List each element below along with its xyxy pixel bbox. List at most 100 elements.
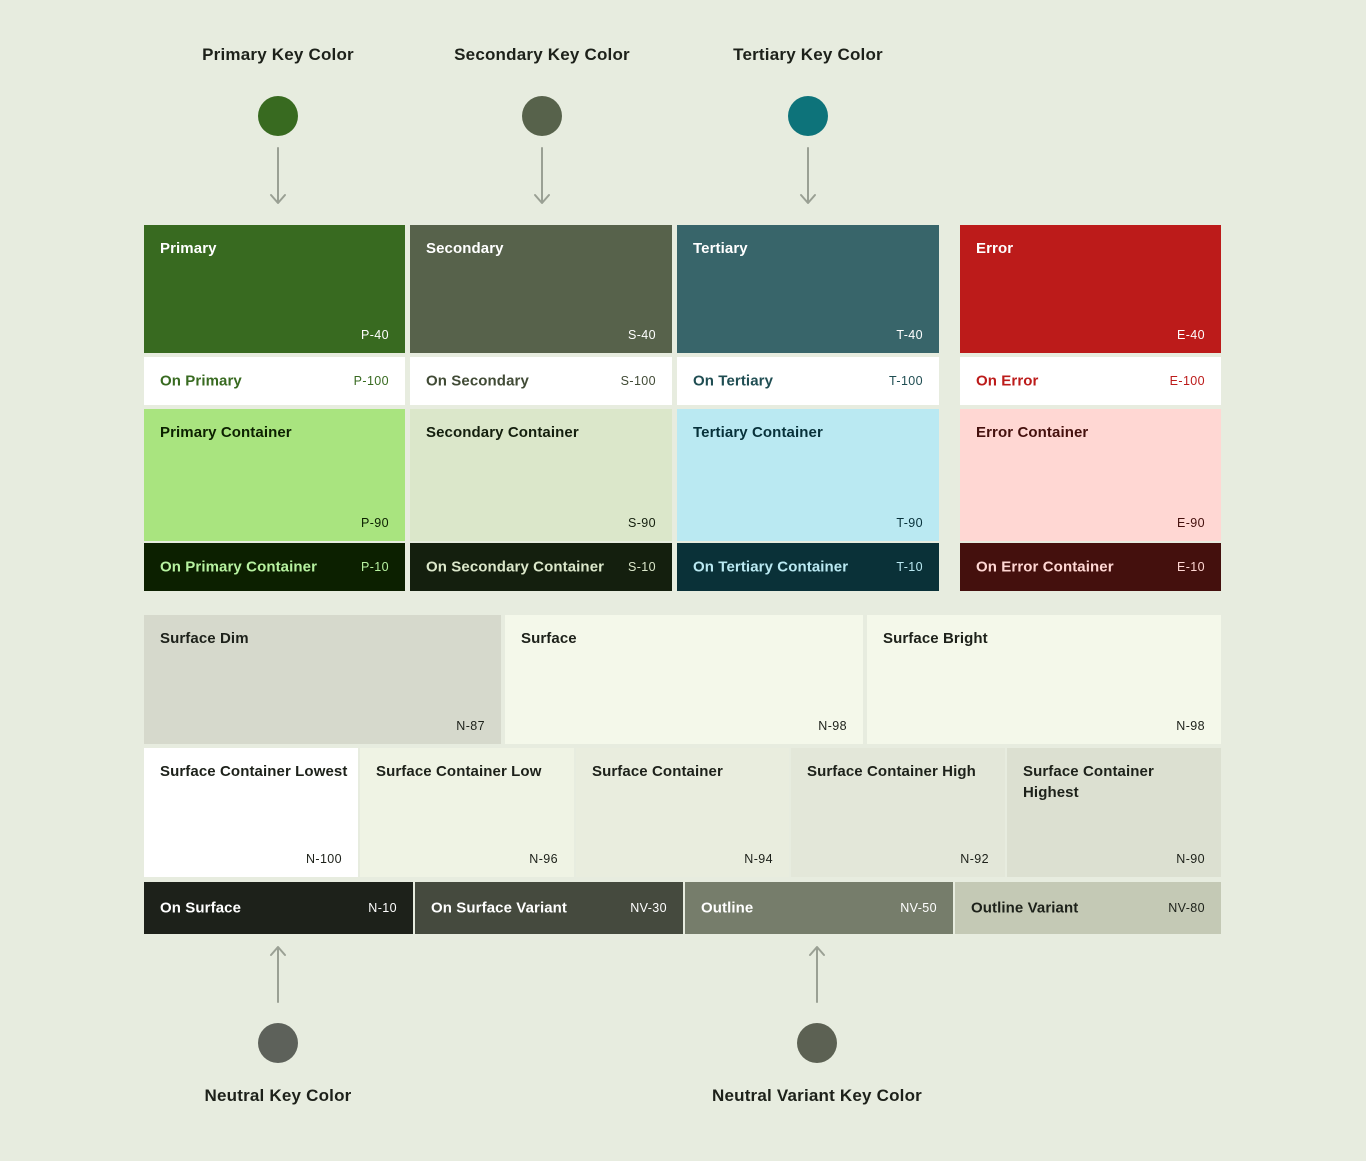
error-swatch: Error E-40 xyxy=(960,225,1221,353)
tone-label: E-90 xyxy=(1176,516,1205,530)
on-primary-container-swatch: On Primary Container P-10 xyxy=(144,543,405,591)
swatch-label: Surface Container Highest xyxy=(1023,763,1154,801)
swatch-label: On Tertiary xyxy=(693,372,774,390)
surface-container-swatch: Surface Container N-94 xyxy=(576,748,789,877)
primary-column: Primary P-40 On Primary P-100 Primary Co… xyxy=(144,225,405,591)
secondary-key-color-group: Secondary Key Color xyxy=(412,45,672,208)
palette-grid: Primary P-40 On Primary P-100 Primary Co… xyxy=(144,225,1221,591)
swatch-label: Primary xyxy=(160,240,217,257)
tone-label: S-100 xyxy=(620,374,656,388)
tertiary-key-color-swatch xyxy=(788,96,828,136)
on-tertiary-swatch: On Tertiary T-100 xyxy=(677,357,939,405)
on-surface-swatch: On Surface N-10 xyxy=(144,882,413,934)
swatch-label: Tertiary Container xyxy=(693,424,823,441)
swatch-label: Outline xyxy=(701,899,754,917)
swatch-label: On Secondary xyxy=(426,372,529,390)
tone-label: N-94 xyxy=(744,852,773,866)
tone-label: NV-50 xyxy=(900,901,937,915)
tone-label: E-10 xyxy=(1176,560,1205,574)
tone-label: S-40 xyxy=(627,328,656,342)
error-container-swatch: Error Container E-90 xyxy=(960,409,1221,541)
tertiary-key-color-title: Tertiary Key Color xyxy=(733,45,883,64)
tone-label: E-100 xyxy=(1169,374,1205,388)
tone-label: N-90 xyxy=(1176,852,1205,866)
neutral-key-color-swatch xyxy=(258,1023,298,1063)
surface-dim-swatch: Surface Dim N-87 xyxy=(144,615,501,744)
swatch-label: Error xyxy=(976,240,1014,257)
secondary-key-color-swatch xyxy=(522,96,562,136)
down-arrow-icon xyxy=(270,147,286,204)
tone-label: P-10 xyxy=(360,560,389,574)
swatch-label: Surface Container Lowest xyxy=(160,763,348,780)
tone-label: T-100 xyxy=(889,374,923,388)
swatch-label: Error Container xyxy=(976,424,1089,441)
tone-label: NV-80 xyxy=(1168,901,1205,915)
tone-label: NV-30 xyxy=(630,901,667,915)
neutral-key-color-title: Neutral Key Color xyxy=(204,1086,352,1105)
on-tertiary-container-swatch: On Tertiary Container T-10 xyxy=(677,543,939,591)
on-surface-row: On Surface N-10 On Surface Variant NV-30… xyxy=(144,882,1221,934)
swatch-label: Tertiary xyxy=(693,240,748,257)
swatch-label: Surface Dim xyxy=(160,630,249,647)
down-arrow-icon xyxy=(800,147,816,204)
tone-label: T-90 xyxy=(896,516,923,530)
tone-label: P-90 xyxy=(360,516,389,530)
swatch-label: On Error xyxy=(976,372,1039,390)
swatch-label: On Tertiary Container xyxy=(693,558,849,576)
on-surface-variant-swatch: On Surface Variant NV-30 xyxy=(415,882,683,934)
secondary-key-color-title: Secondary Key Color xyxy=(454,45,630,64)
on-error-swatch: On Error E-100 xyxy=(960,357,1221,405)
primary-key-color-group: Primary Key Color xyxy=(148,45,408,208)
tone-label: E-40 xyxy=(1176,328,1205,342)
up-arrow-icon xyxy=(809,946,825,1003)
tone-label: N-87 xyxy=(456,719,485,733)
swatch-label: On Surface Variant xyxy=(431,899,568,917)
secondary-container-swatch: Secondary Container S-90 xyxy=(410,409,672,541)
swatch-label: Surface xyxy=(521,630,577,647)
on-secondary-container-swatch: On Secondary Container S-10 xyxy=(410,543,672,591)
error-column: Error E-40 On Error E-100 Error Containe… xyxy=(960,225,1221,591)
neutral-variant-key-color-title: Neutral Variant Key Color xyxy=(711,1086,922,1105)
surface-row: Surface Dim N-87 Surface N-98 Surface Br… xyxy=(144,615,1221,744)
tone-label: N-96 xyxy=(529,852,558,866)
tone-label: S-10 xyxy=(627,560,656,574)
surface-container-lowest-swatch: Surface Container Lowest N-100 xyxy=(144,748,358,877)
swatch-label: On Error Container xyxy=(976,558,1114,576)
neutral-variant-key-color-group: Neutral Variant Key Color xyxy=(687,942,947,1106)
swatch-label: On Surface xyxy=(160,899,242,917)
swatch-label: Outline Variant xyxy=(971,899,1079,917)
swatch-label: On Secondary Container xyxy=(426,558,605,576)
primary-key-color-swatch xyxy=(258,96,298,136)
swatch-label: Surface Container xyxy=(592,763,723,780)
on-error-container-swatch: On Error Container E-10 xyxy=(960,543,1221,591)
secondary-swatch: Secondary S-40 xyxy=(410,225,672,353)
surface-container-high-swatch: Surface Container High N-92 xyxy=(791,748,1005,877)
tone-label: N-98 xyxy=(818,719,847,733)
down-arrow-icon xyxy=(534,147,550,204)
primary-swatch: Primary P-40 xyxy=(144,225,405,353)
swatch-label: On Primary Container xyxy=(160,558,318,576)
surface-container-row: Surface Container Lowest N-100 Surface C… xyxy=(144,748,1221,877)
primary-container-swatch: Primary Container P-90 xyxy=(144,409,405,541)
tone-label: T-40 xyxy=(896,328,923,342)
on-secondary-swatch: On Secondary S-100 xyxy=(410,357,672,405)
neutral-key-color-group: Neutral Key Color xyxy=(148,942,408,1106)
up-arrow-icon xyxy=(270,946,286,1003)
swatch-label: Secondary Container xyxy=(426,424,579,441)
tone-label: T-10 xyxy=(896,560,923,574)
outline-swatch: Outline NV-50 xyxy=(685,882,953,934)
tone-label: P-100 xyxy=(353,374,389,388)
primary-key-color-title: Primary Key Color xyxy=(202,45,354,64)
swatch-label: Surface Container High xyxy=(807,763,976,780)
tertiary-container-swatch: Tertiary Container T-90 xyxy=(677,409,939,541)
swatch-label: Surface Container Low xyxy=(376,763,542,780)
tertiary-swatch: Tertiary T-40 xyxy=(677,225,939,353)
tone-label: S-90 xyxy=(627,516,656,530)
tone-label: N-98 xyxy=(1176,719,1205,733)
surface-swatch: Surface N-98 xyxy=(505,615,863,744)
secondary-column: Secondary S-40 On Secondary S-100 Second… xyxy=(410,225,672,591)
swatch-label: Secondary xyxy=(426,240,504,257)
outline-variant-swatch: Outline Variant NV-80 xyxy=(955,882,1221,934)
tone-label: N-100 xyxy=(305,852,342,866)
tone-label: P-40 xyxy=(360,328,389,342)
